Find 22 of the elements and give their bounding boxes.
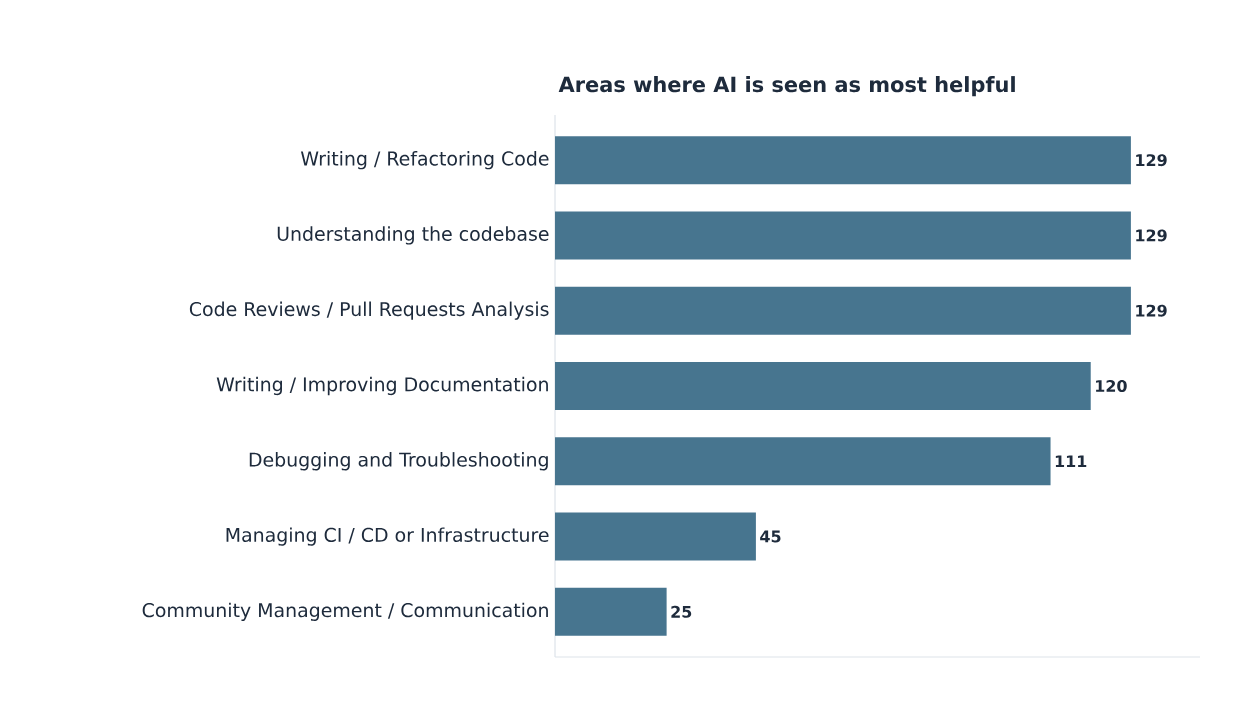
bar (555, 587, 667, 636)
data-label: 129 (1136, 304, 1167, 317)
bar (555, 437, 1051, 486)
y-tick-label: Code Reviews / Pull Requests Analysis (189, 301, 549, 320)
data-label: 129 (1136, 154, 1167, 167)
chart-title: Areas where AI is seen as most helpful (558, 76, 1015, 97)
bar (555, 136, 1131, 185)
y-tick-label: Writing / Improving Documentation (216, 376, 548, 396)
y-tick-label: Debugging and Troubleshooting (249, 452, 548, 471)
data-label: 120 (1096, 379, 1127, 393)
data-label: 25 (671, 605, 692, 618)
y-tick-label: Community Management / Communication (142, 602, 548, 621)
y-tick-label: Managing CI / CD or Infrastructure (226, 527, 549, 546)
data-label: 45 (760, 530, 781, 543)
data-label: 111 (1055, 455, 1087, 468)
bar (555, 512, 756, 561)
data-label: 129 (1136, 229, 1167, 242)
bar (555, 286, 1131, 335)
y-tick-label: Writing / Refactoring Code (300, 151, 549, 170)
y-tick-label: Understanding the codebase (277, 226, 549, 245)
bar (555, 361, 1091, 410)
bar (555, 211, 1131, 260)
